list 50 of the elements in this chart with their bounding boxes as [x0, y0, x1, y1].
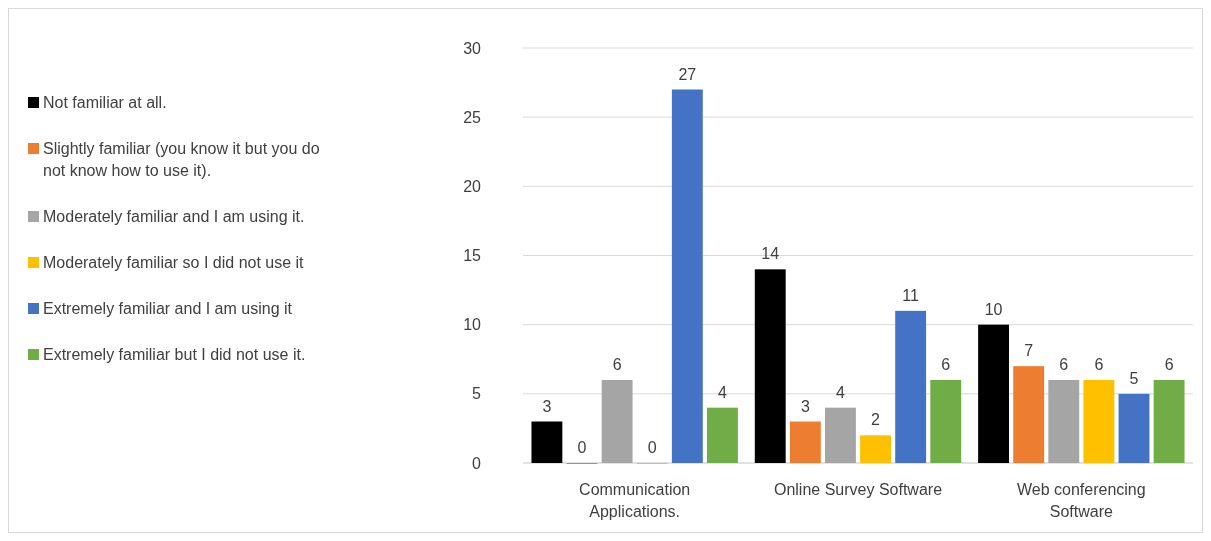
data-label: 27: [678, 65, 697, 83]
bar: [706, 407, 738, 463]
data-label: 10: [984, 300, 1003, 318]
bar: [825, 407, 856, 463]
y-tick-label: 30: [463, 39, 482, 57]
bar: [671, 89, 703, 463]
bar: [930, 380, 962, 463]
bar: [789, 421, 821, 463]
data-label: 3: [800, 397, 810, 415]
data-label: 6: [612, 356, 622, 373]
bar: [895, 310, 927, 463]
data-label: 6: [941, 356, 951, 373]
data-label: 6: [1059, 356, 1069, 373]
y-tick-label: 0: [472, 454, 482, 472]
bar: [978, 324, 1010, 463]
legend-label: Extremely familiar and I am using it: [43, 300, 293, 317]
data-label: 14: [761, 245, 780, 263]
legend-label: Slightly familiar (you know it but you do not know how to use it).: [43, 140, 320, 179]
y-tick-label: 15: [463, 247, 482, 265]
legend-label: Not familiar at all.: [43, 94, 167, 111]
bar: [531, 421, 563, 463]
bar: [1083, 380, 1115, 463]
data-label: 5: [1129, 369, 1139, 387]
legend-label: Extremely familiar but I did not use it.: [43, 346, 306, 363]
y-tick-label: 10: [463, 316, 482, 334]
y-tick-label: 25: [463, 108, 482, 126]
bar: [1048, 380, 1080, 463]
data-label: 4: [835, 383, 845, 401]
data-label: 11: [902, 286, 920, 304]
data-label: 3: [542, 397, 552, 415]
x-tick-label: Communication Applications.: [579, 481, 691, 520]
data-label: 0: [647, 439, 657, 456]
data-label: 6: [1164, 356, 1174, 373]
bar: [601, 380, 633, 463]
data-label: 6: [1094, 356, 1104, 373]
legend-label: Moderately familiar so I did not use it: [43, 254, 305, 271]
x-tick-label: Web conferencing Software: [1017, 481, 1146, 520]
y-tick-label: 20: [463, 177, 482, 195]
legend-label: Moderately familiar and I am using it.: [43, 208, 305, 225]
data-label: 4: [717, 383, 727, 401]
bar: [860, 435, 891, 463]
x-tick-label: Online Survey Software: [773, 481, 943, 498]
data-label: 0: [577, 439, 587, 456]
bar: [1153, 380, 1185, 463]
data-label: 7: [1024, 342, 1034, 360]
bar: [1118, 393, 1150, 463]
y-tick-label: 5: [472, 385, 482, 403]
bar: [754, 269, 786, 463]
data-label: 2: [871, 411, 881, 429]
bar: [1013, 366, 1045, 463]
